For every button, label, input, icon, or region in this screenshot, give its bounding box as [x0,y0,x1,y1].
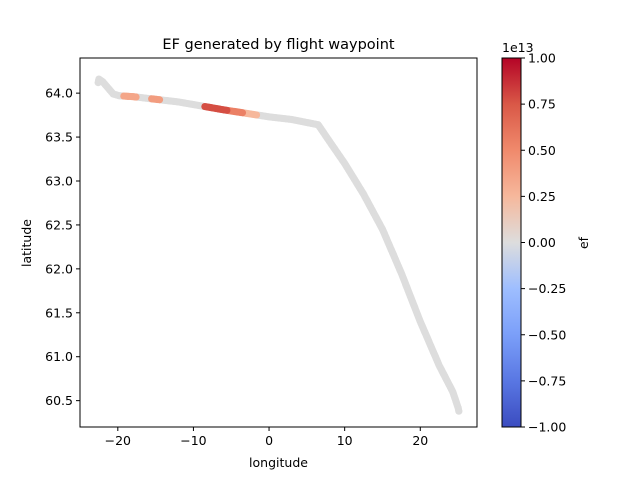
colorbar-label: ef [576,236,591,249]
colorbar-tick-label: 0.00 [528,235,556,250]
x-tick-label: 0 [265,433,273,448]
y-axis-ticks: 60.5 61.0 61.5 62.0 62.5 63.0 63.5 64.0 [45,86,80,408]
x-tick-label: 10 [337,433,353,448]
colorbar-tick-label: 0.25 [528,189,556,204]
y-tick-label: 64.0 [45,86,73,101]
colorbar-tick-label: 1.00 [528,51,556,66]
x-tick-label: −20 [105,433,131,448]
colorbar-ticks: −1.00 −0.75 −0.50 −0.25 0.00 0.25 0.50 0.75 1.00 [521,51,566,435]
x-tick-label: 20 [412,433,428,448]
waypoint-point [223,106,231,114]
colorbar-tick-label: 0.50 [528,143,556,158]
waypoint-point [132,93,140,101]
colorbar-tick-label: −1.00 [528,420,566,435]
waypoint-point [455,407,463,415]
plot-frame [79,57,478,428]
colorbar-tick-label: −0.25 [528,281,566,296]
scatter-points [94,75,463,415]
x-axis-ticks: −20 −10 0 10 20 [105,427,428,448]
waypoint-point [155,96,164,104]
y-tick-label: 60.5 [45,393,73,408]
y-tick-label: 62.0 [45,261,73,276]
colorbar-offset-text: 1e13 [502,40,534,55]
colorbar-tick-label: −0.75 [528,373,566,388]
y-tick-label: 63.5 [45,130,73,145]
y-axis-label: latitude [19,219,34,267]
x-tick-label: −10 [180,433,206,448]
waypoint-point [238,109,247,117]
waypoint-point [252,111,261,119]
y-tick-label: 61.0 [45,349,73,364]
y-tick-label: 63.0 [45,174,73,189]
colorbar-tick-label: 0.75 [528,97,556,112]
y-tick-label: 61.5 [45,305,73,320]
x-axis-label: longitude [249,455,308,470]
colorbar [501,57,522,428]
y-tick-label: 62.5 [45,217,73,232]
chart-title: EF generated by flight waypoint [162,37,394,53]
colorbar-tick-label: −0.50 [528,327,566,342]
